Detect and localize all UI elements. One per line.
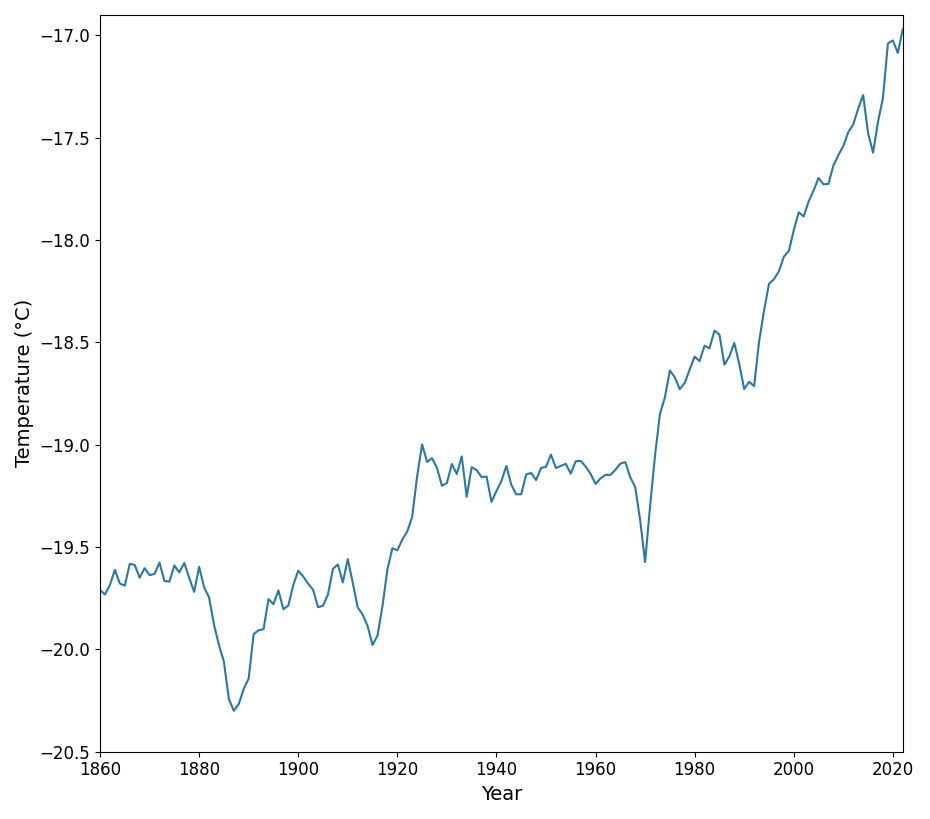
Y-axis label: Temperature (°C): Temperature (°C) xyxy=(15,299,34,468)
X-axis label: Year: Year xyxy=(481,785,522,804)
